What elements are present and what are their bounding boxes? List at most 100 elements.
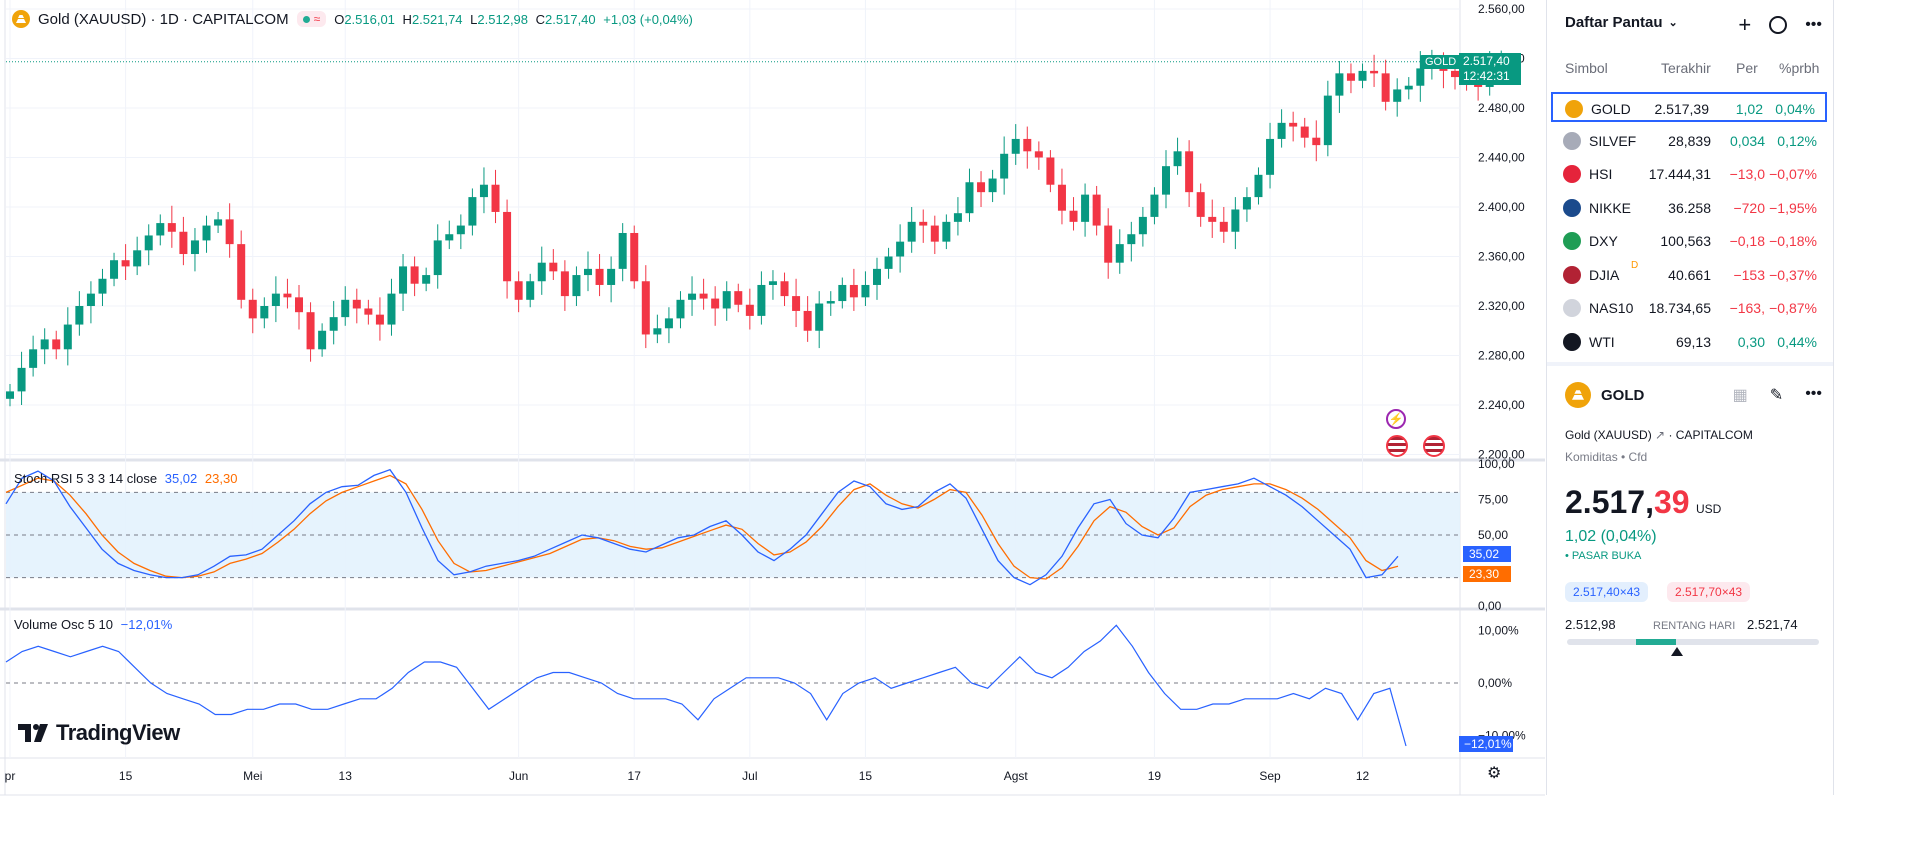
row-last: 69,13 (1675, 333, 1711, 350)
candle-body (1092, 194, 1101, 226)
volume-tick-label: 0,00% (1478, 676, 1512, 690)
add-symbol-icon[interactable]: + (1738, 12, 1752, 37)
candle-body (815, 303, 824, 331)
day-high: 2.521,74 (1747, 617, 1798, 632)
watchlist-row[interactable]: WTI 69,13 0,30 0,44% (1551, 327, 1827, 357)
ohlc-values: O2.516,01 H2.521,74 L2.512,98 C2.517,40 … (334, 11, 693, 27)
row-last: 17.444,31 (1648, 166, 1711, 182)
candle-body (1393, 89, 1402, 102)
watchlist-row[interactable]: NIKKE 36.258 −720 −1,95% (1551, 193, 1827, 223)
data-window-icon[interactable] (1769, 16, 1788, 34)
candle-body (445, 234, 454, 241)
column-last[interactable]: Terakhir (1661, 60, 1711, 76)
candle-body (179, 231, 188, 255)
row-last: 2.517,39 (1654, 101, 1710, 117)
candle-body (52, 339, 61, 350)
candle-body (1069, 210, 1078, 222)
row-change-pct: 0,12% (1777, 132, 1817, 149)
more-icon[interactable]: ••• (1805, 16, 1822, 33)
candle-body (1300, 126, 1309, 138)
price-tick-label: 2.360,00 (1478, 250, 1525, 264)
stoch-rsi-legend[interactable]: Stoch RSI 5 3 3 14 close 35,02 23,30 (14, 471, 237, 486)
silver-icon (1563, 131, 1581, 150)
candle-body (1335, 73, 1344, 96)
price-tick-label: 2.200,00 (1478, 448, 1525, 462)
candle-body (295, 297, 303, 313)
candle-body (1150, 194, 1159, 217)
symbol-tag: GOLD (1420, 55, 1462, 69)
volume-tick-label: 10,00% (1478, 624, 1519, 638)
time-tick-label: Sep (1259, 769, 1281, 783)
column-change-pct[interactable]: %prbh (1779, 60, 1820, 76)
last-price-label: 2.517,40 12:42:31 (1459, 53, 1521, 85)
stoch-k-value: 35,02 (164, 471, 198, 486)
event-us-flag-icon-2[interactable] (1423, 435, 1445, 457)
ask-chip[interactable]: 2.517,70×43 (1667, 582, 1751, 602)
row-change: 0,034 (1729, 132, 1765, 149)
details-full-name[interactable]: Gold (XAUUSD) (1565, 428, 1652, 442)
details-symbol[interactable]: GOLD (1601, 386, 1645, 404)
settings-gear-icon[interactable]: ⚙ (1487, 765, 1502, 782)
candle-body (1138, 216, 1147, 235)
candle-body (722, 291, 731, 309)
watchlist-row[interactable]: NAS10 18.734,65 −163, −0,87% (1551, 293, 1827, 323)
candle-body (98, 278, 107, 294)
details-header: GOLD (1565, 382, 1644, 408)
volume-osc-legend[interactable]: Volume Osc 5 10 −12,01% (14, 617, 172, 632)
candle-body (29, 349, 38, 368)
candle-body (491, 184, 500, 212)
watchlist-panel: Daftar Pantau ⌄ + ••• Simbol Terakhir Pe… (1546, 0, 1834, 795)
candle-body (930, 225, 939, 242)
tradingview-logo[interactable]: TradingView (18, 720, 180, 746)
row-change: −720 (1733, 199, 1765, 216)
volume-osc-params: 5 10 (87, 617, 114, 632)
gold-icon (1565, 382, 1591, 408)
candle-body (1185, 151, 1194, 193)
external-link-icon[interactable]: ↗ (1655, 428, 1666, 442)
symbol-title[interactable]: Gold (XAUUSD) · 1D · CAPITALCOM (38, 10, 289, 28)
candle-body (1346, 73, 1355, 81)
row-change: 0,30 (1737, 333, 1765, 350)
candle-body (468, 197, 477, 226)
candle-body (965, 182, 974, 214)
candle-body (653, 328, 662, 335)
more-icon[interactable]: ••• (1805, 385, 1822, 402)
time-tick-label: Jul (742, 769, 757, 783)
column-symbol[interactable]: Simbol (1565, 60, 1608, 76)
watchlist-row[interactable]: DXY 100,563 −0,18 −0,18% (1551, 226, 1827, 256)
price-tick-label: 2.440,00 (1478, 151, 1525, 165)
event-lightning-icon[interactable]: ⚡ (1386, 409, 1406, 429)
stoch-rsi-title: Stoch RSI (14, 471, 73, 486)
time-tick-label: 15 (859, 769, 873, 783)
column-change[interactable]: Per (1736, 60, 1758, 76)
candle-body (1046, 157, 1055, 185)
candle-body (838, 284, 847, 302)
edit-icon[interactable]: ✎ (1769, 387, 1784, 404)
market-status-pill[interactable]: ≈ (296, 11, 327, 27)
close-value: 2.517,40 (545, 11, 596, 27)
candle-body (1358, 70, 1367, 81)
candle-body (318, 330, 327, 350)
gold-icon (12, 10, 30, 28)
candle-body (75, 306, 84, 325)
candle-body (537, 262, 546, 282)
bid-chip[interactable]: 2.517,40×43 (1565, 582, 1649, 602)
grid-layout-icon[interactable]: ▦ (1732, 387, 1748, 404)
watchlist-row[interactable]: GOLD 2.517,39 1,02 0,04% (1551, 92, 1827, 122)
row-change: −163, (1729, 300, 1765, 316)
candle-body (584, 268, 592, 276)
row-change-pct: 0,44% (1777, 333, 1817, 350)
candle-body (873, 268, 881, 285)
watchlist-title[interactable]: Daftar Pantau ⌄ (1565, 14, 1678, 31)
market-open-dot-icon (302, 15, 310, 23)
row-symbol: NAS10 (1589, 300, 1634, 316)
event-us-flag-icon[interactable] (1386, 435, 1408, 457)
candle-body (803, 310, 812, 331)
watchlist-row[interactable]: SILVEF 28,839 0,034 0,12% (1551, 126, 1827, 156)
candle-body (745, 304, 754, 316)
candle-body (1242, 197, 1251, 210)
watchlist-row[interactable]: HSI 17.444,31 −13,0 −0,07% (1551, 159, 1827, 189)
watchlist-row[interactable]: DJIA D 40.661 −153 −0,37% (1551, 260, 1827, 290)
